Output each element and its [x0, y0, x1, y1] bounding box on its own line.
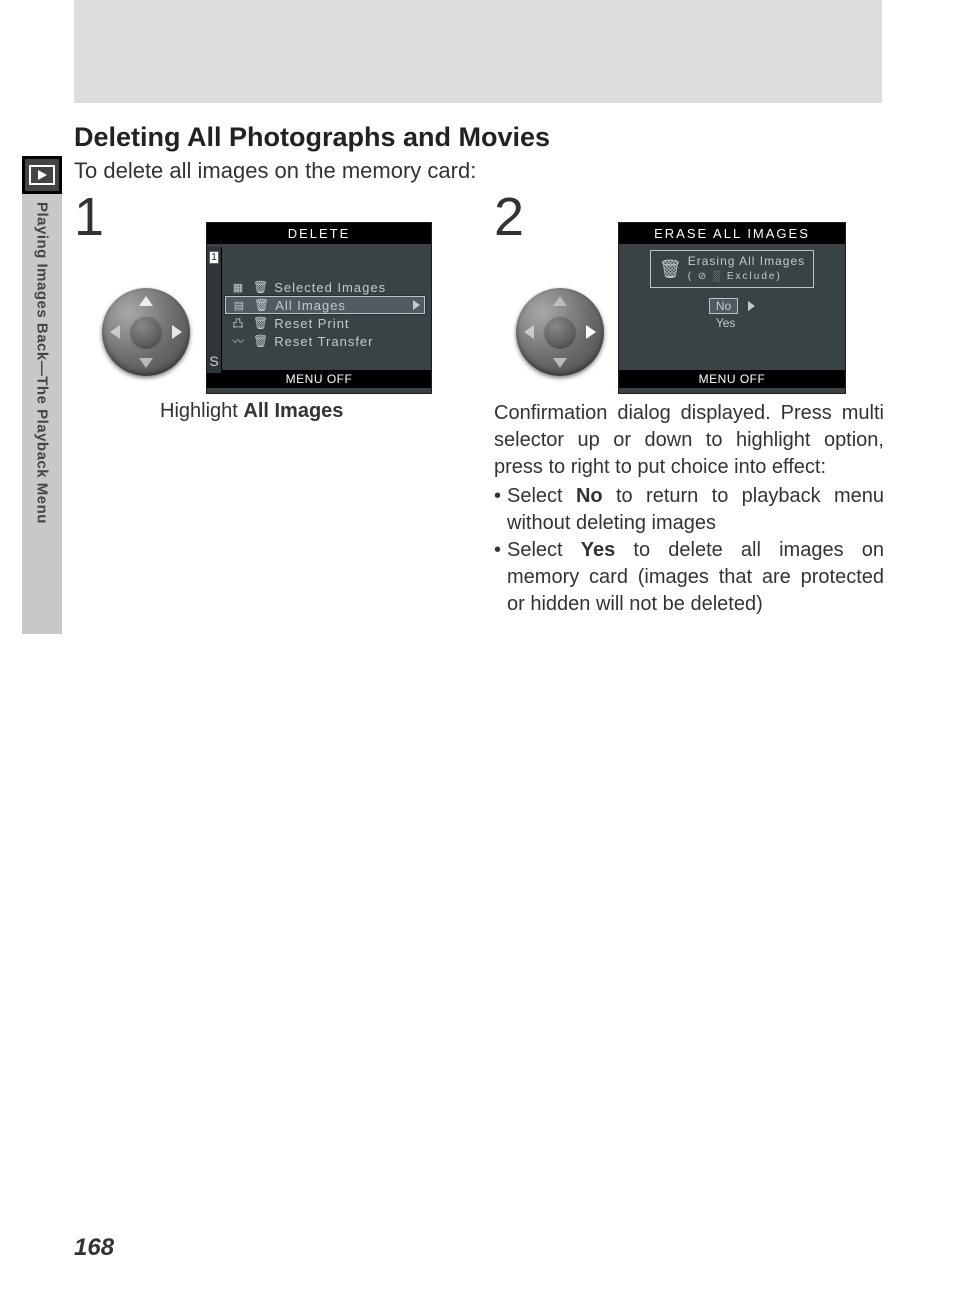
top-gray-block — [74, 0, 882, 103]
trash-icon: 🗑 — [253, 280, 268, 294]
lcd-header: ERASE ALL IMAGES — [619, 223, 845, 244]
section-title: Deleting All Photographs and Movies — [74, 122, 550, 153]
step2-description: Confirmation dialog displayed. Press mul… — [494, 400, 884, 618]
erase-all-screen: ERASE ALL IMAGES 🗑 Erasing All Images ( … — [618, 222, 846, 394]
step-number-1: 1 — [74, 190, 104, 244]
menu-item-reset-print: 凸 🗑 Reset Print — [225, 314, 425, 332]
playback-icon — [22, 156, 62, 194]
lcd-footer: MENU OFF — [207, 370, 431, 388]
grid-icon: ▦ — [229, 281, 247, 294]
menu-item-selected-images: ▦ 🗑 Selected Images — [225, 278, 425, 296]
print-icon: 凸 — [229, 315, 247, 331]
option-no: No — [709, 298, 755, 314]
sidebar-tab: Playing Images Back—The Playback Menu — [22, 156, 62, 634]
option-yes: Yes — [709, 316, 755, 330]
lcd-header: DELETE — [207, 223, 431, 244]
page-number: 168 — [74, 1234, 114, 1262]
delete-menu-screen: DELETE 1 S ▦ 🗑 Selected Images ▤ 🗑 All I… — [206, 222, 432, 394]
step1-caption: Highlight All Images — [160, 400, 343, 423]
multi-selector-illustration — [516, 288, 604, 376]
transfer-icon: 〰 — [229, 333, 247, 349]
menu-item-all-images: ▤ 🗑 All Images — [225, 296, 425, 314]
erase-info-box: 🗑 Erasing All Images ( ⊘ ░ Exclude) — [650, 250, 814, 288]
menu-item-reset-transfer: 〰 🗑 Reset Transfer — [225, 332, 425, 350]
bullet-no: • Select No to return to playback menu w… — [494, 483, 884, 537]
trash-icon: 🗑 — [659, 260, 682, 278]
chevron-right-icon — [413, 300, 420, 310]
intro-text: To delete all images on the memory card: — [74, 158, 476, 184]
bullet-yes: • Select Yes to delete all images on mem… — [494, 537, 884, 618]
multi-selector-illustration — [102, 288, 190, 376]
step-number-2: 2 — [494, 190, 524, 244]
trash-icon: 🗑 — [253, 316, 268, 330]
chevron-right-icon — [748, 301, 755, 311]
sidebar-label: Playing Images Back—The Playback Menu — [22, 194, 62, 634]
trash-icon: 🗑 — [254, 298, 269, 312]
lcd-footer: MENU OFF — [619, 370, 845, 388]
trash-icon: 🗑 — [253, 334, 268, 348]
grid2-icon: ▤ — [230, 299, 248, 312]
